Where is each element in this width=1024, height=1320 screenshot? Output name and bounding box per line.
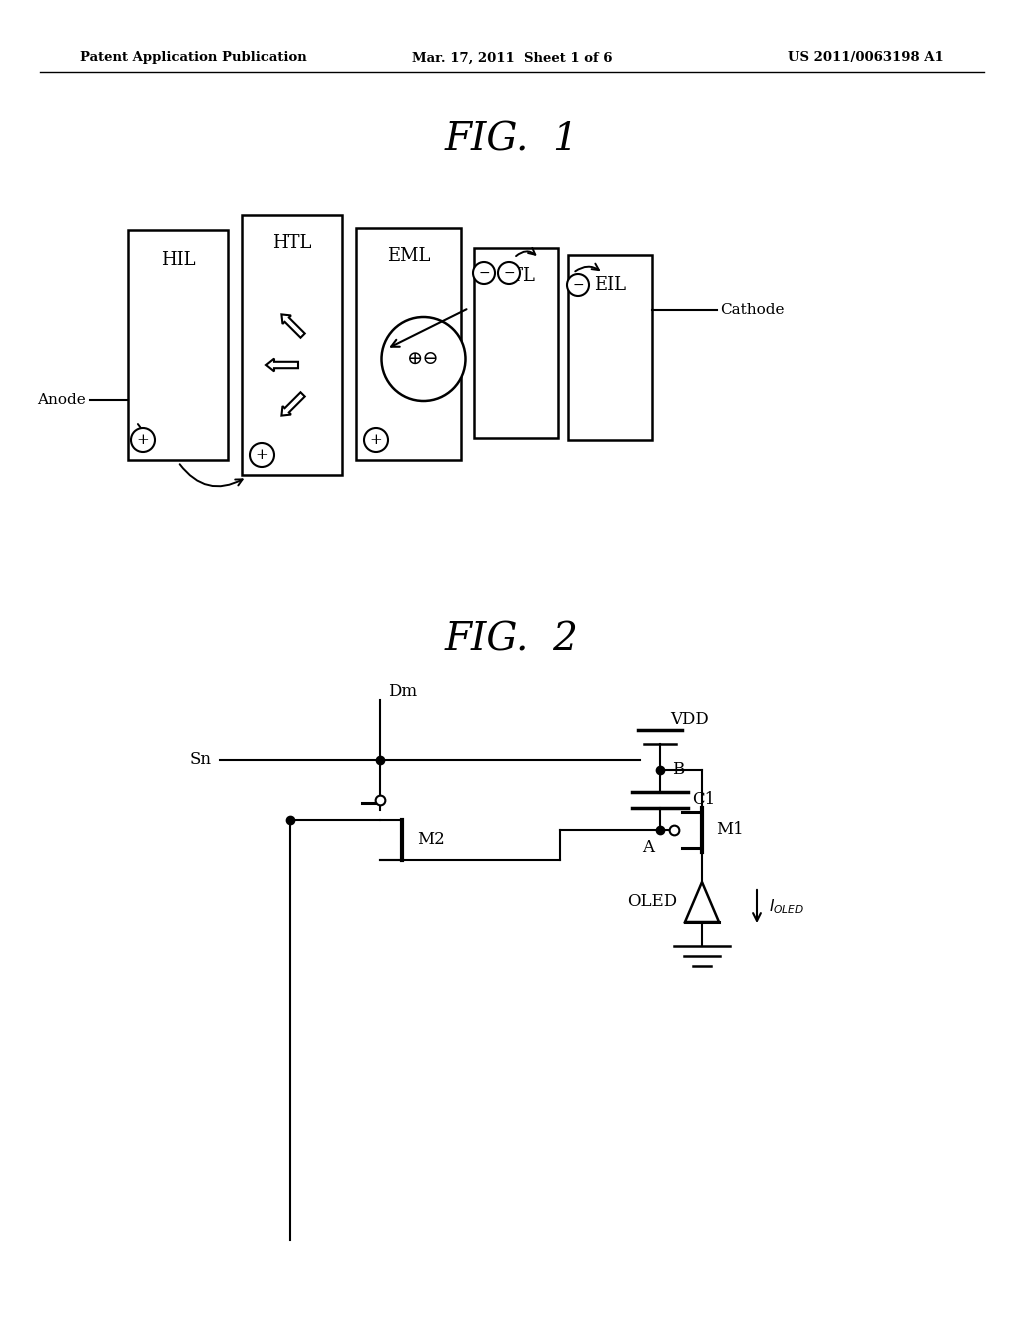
- Bar: [242, 215, 342, 475]
- Text: $I_{OLED}$: $I_{OLED}$: [769, 898, 804, 916]
- Text: OLED: OLED: [627, 894, 677, 911]
- Polygon shape: [282, 392, 305, 416]
- Text: −: −: [478, 267, 489, 280]
- Text: +: +: [370, 433, 382, 447]
- Text: M2: M2: [417, 832, 444, 849]
- Polygon shape: [685, 882, 719, 921]
- Text: EML: EML: [387, 247, 430, 265]
- Text: HTL: HTL: [272, 234, 311, 252]
- Text: C1: C1: [692, 792, 715, 808]
- Text: FIG.  1: FIG. 1: [445, 121, 579, 158]
- Text: FIG.  2: FIG. 2: [445, 622, 579, 659]
- Bar: [568, 255, 652, 440]
- Circle shape: [364, 428, 388, 451]
- Circle shape: [567, 275, 589, 296]
- Text: ⊕⊖: ⊕⊖: [408, 350, 440, 368]
- Text: Anode: Anode: [37, 393, 86, 407]
- Text: US 2011/0063198 A1: US 2011/0063198 A1: [788, 51, 944, 65]
- Polygon shape: [282, 314, 305, 338]
- Text: EIL: EIL: [594, 276, 626, 294]
- Text: +: +: [136, 433, 150, 447]
- Circle shape: [473, 261, 495, 284]
- Text: −: −: [572, 279, 584, 292]
- Text: Patent Application Publication: Patent Application Publication: [80, 51, 307, 65]
- Circle shape: [382, 317, 466, 401]
- Text: −: −: [503, 267, 515, 280]
- Polygon shape: [266, 359, 298, 371]
- Circle shape: [250, 444, 274, 467]
- Text: Mar. 17, 2011  Sheet 1 of 6: Mar. 17, 2011 Sheet 1 of 6: [412, 51, 612, 65]
- Text: Sn: Sn: [190, 751, 212, 768]
- Bar: [474, 248, 558, 438]
- Text: HIL: HIL: [161, 251, 196, 269]
- Bar: [128, 230, 228, 459]
- Bar: [356, 228, 461, 459]
- Text: +: +: [256, 447, 268, 462]
- Text: B: B: [672, 762, 684, 779]
- Text: ETL: ETL: [498, 267, 535, 285]
- Circle shape: [131, 428, 155, 451]
- Text: Dm: Dm: [388, 684, 417, 701]
- Text: M1: M1: [716, 821, 743, 838]
- Text: A: A: [642, 840, 654, 857]
- Circle shape: [498, 261, 520, 284]
- Text: VDD: VDD: [670, 711, 709, 729]
- Text: Cathode: Cathode: [720, 304, 784, 317]
